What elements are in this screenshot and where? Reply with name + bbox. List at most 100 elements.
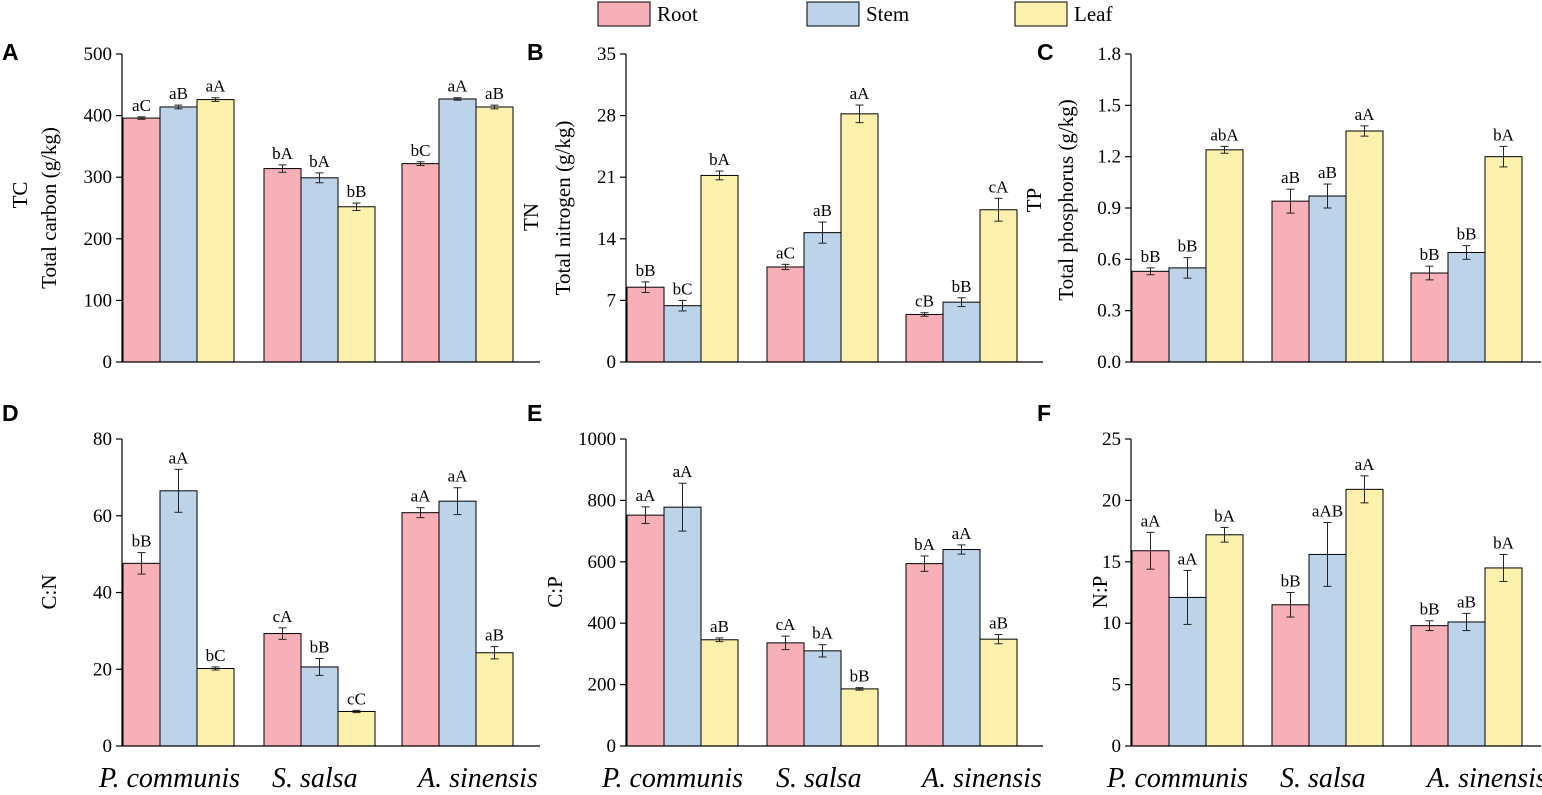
error-bar	[678, 299, 687, 312]
y-tick-label: 10	[1102, 613, 1121, 634]
significance-label: aA	[673, 462, 694, 481]
panel-letter: C	[1037, 39, 1054, 65]
y-tick-label: 0	[1112, 736, 1122, 757]
significance-label: bB	[1178, 237, 1198, 256]
error-bar	[1286, 592, 1295, 618]
series-leaf: aA bB aB	[196, 77, 514, 363]
bar	[1205, 149, 1244, 363]
bar	[1410, 272, 1449, 363]
y-tick-label: 40	[93, 583, 112, 604]
y-axis-label: C:P	[543, 576, 567, 608]
bar	[766, 642, 805, 747]
significance-label: bA	[1493, 125, 1515, 144]
error-bar	[174, 104, 183, 110]
error-bar	[1146, 267, 1155, 276]
significance-label: aB	[1281, 168, 1300, 187]
y-tick-label: 25	[1102, 429, 1121, 450]
bar	[766, 266, 805, 363]
significance-label: bB	[310, 638, 330, 657]
bar	[263, 633, 302, 747]
y-axis-label-short: TN	[519, 203, 543, 231]
series-leaf: abA aA bA	[1205, 105, 1523, 363]
legend: Root Stem Leaf	[597, 1, 1112, 27]
bar	[1205, 534, 1244, 747]
y-tick-label: 600	[588, 552, 617, 573]
error-bar	[855, 687, 864, 691]
y-tick-label: 800	[588, 490, 617, 511]
error-bar	[315, 172, 324, 184]
error-bar	[1499, 145, 1508, 168]
error-bar	[920, 312, 929, 317]
significance-label: aA	[1355, 105, 1376, 124]
bar	[300, 666, 339, 747]
significance-label: aB	[1457, 592, 1476, 611]
error-bar	[352, 202, 361, 211]
bar	[196, 667, 235, 747]
significance-label: bB	[850, 667, 870, 686]
significance-label: aA	[952, 524, 973, 543]
significance-label: bB	[1281, 572, 1301, 591]
bar	[438, 98, 477, 363]
y-tick-label: 0	[607, 352, 617, 373]
y-tick-label: 0	[103, 352, 113, 373]
x-category-label: S. salsa	[272, 763, 358, 794]
legend-item-stem: Stem	[806, 1, 909, 27]
significance-label: aB	[1318, 163, 1337, 182]
bar	[979, 209, 1018, 363]
bar	[1308, 195, 1347, 363]
y-axis-label-short: TC	[8, 182, 32, 209]
legend-swatch-leaf	[1014, 1, 1068, 27]
significance-label: aB	[813, 201, 832, 220]
significance-label: aC	[132, 96, 151, 115]
error-bar	[352, 709, 361, 714]
series-leaf: bA aA bA	[1205, 455, 1523, 747]
error-bar	[781, 635, 790, 651]
bar	[159, 106, 198, 363]
bar	[1345, 488, 1384, 747]
significance-label: bC	[206, 646, 226, 665]
legend-label-leaf: Leaf	[1074, 2, 1112, 26]
error-bar	[490, 646, 499, 660]
x-category-label: A. sinensis	[920, 763, 1042, 794]
y-axis-label: Total phosphorus (g/kg)	[1054, 99, 1078, 301]
significance-label: aB	[485, 626, 504, 645]
panel-letter: F	[1037, 400, 1051, 426]
error-bar	[715, 637, 724, 643]
significance-label: aA	[1141, 511, 1162, 530]
bar	[337, 710, 376, 747]
bar	[1484, 156, 1523, 363]
series-stem: aA bA aA	[663, 462, 981, 747]
bar	[840, 113, 879, 363]
error-bar	[994, 634, 1003, 645]
significance-label: bB	[1141, 247, 1161, 266]
y-tick-label: 20	[1102, 490, 1121, 511]
error-bar	[957, 544, 966, 555]
axes	[625, 54, 1043, 363]
x-category-label: S. salsa	[1280, 763, 1366, 794]
significance-label: bC	[411, 141, 431, 160]
bar	[626, 514, 665, 747]
y-tick-label: 0.6	[1097, 249, 1121, 270]
error-bar	[1360, 125, 1369, 137]
bar	[700, 639, 739, 747]
error-bar	[1220, 526, 1229, 543]
y-axis-label-short: TP	[1022, 188, 1046, 213]
error-bar	[315, 658, 324, 676]
bar	[1447, 251, 1486, 363]
panel-b: BbB aC cB bC aB bB bA aA cA 0 7 14 21 28 35 TN Total nit…	[519, 39, 1043, 373]
error-bar	[1183, 569, 1192, 625]
error-bar	[994, 197, 1003, 222]
axes	[625, 439, 1043, 747]
significance-label: aAB	[1312, 502, 1343, 521]
panel-e: EaA cA bA aA bA aA aB bB aB 0 200 400 600 800 1000 C:P P…	[527, 400, 1043, 794]
y-tick-label: 21	[597, 167, 616, 188]
x-category-label: P. communis	[1106, 763, 1248, 794]
bar	[1131, 270, 1170, 363]
y-tick-label: 80	[93, 429, 112, 450]
legend-swatch-root	[597, 1, 651, 27]
error-bar	[1183, 257, 1192, 279]
error-bar	[453, 97, 462, 101]
bar	[663, 305, 702, 363]
